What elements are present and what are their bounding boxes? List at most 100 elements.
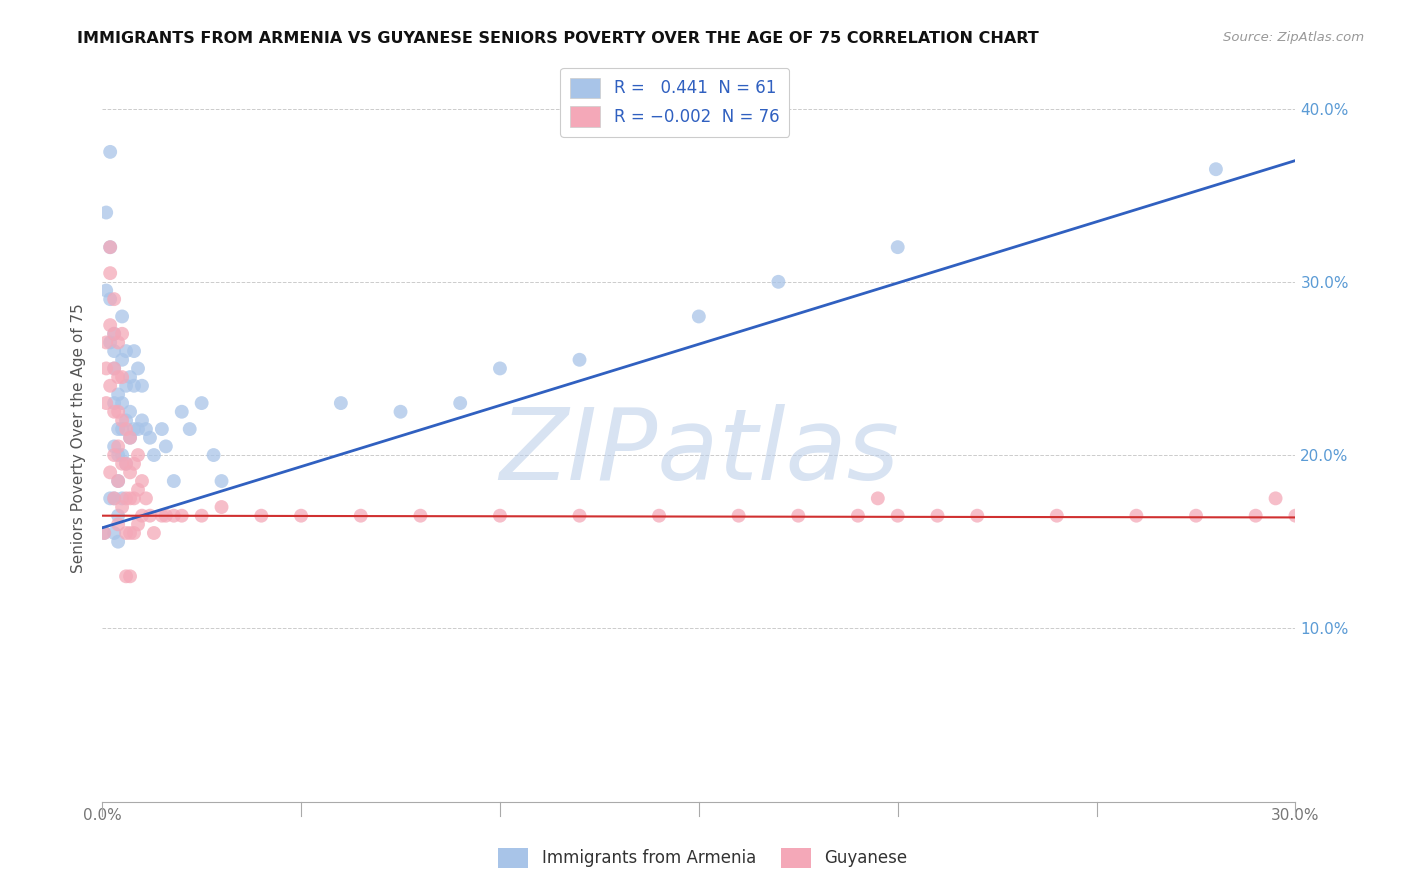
Point	[103, 448, 125, 462]
Point	[115, 413, 138, 427]
Point	[111, 310, 134, 324]
Point	[103, 326, 125, 341]
Point	[150, 508, 173, 523]
Point	[389, 405, 412, 419]
Point	[115, 378, 138, 392]
Point	[103, 361, 125, 376]
Point	[115, 457, 138, 471]
Point	[96, 396, 118, 410]
Point	[127, 361, 149, 376]
Point	[866, 491, 889, 506]
Point	[107, 370, 129, 384]
Point	[98, 318, 121, 332]
Point	[1284, 508, 1306, 523]
Point	[688, 310, 710, 324]
Point	[127, 422, 149, 436]
Point	[103, 344, 125, 359]
Point	[103, 292, 125, 306]
Point	[98, 378, 121, 392]
Point	[163, 508, 186, 523]
Point	[568, 352, 591, 367]
Point	[107, 422, 129, 436]
Point	[111, 500, 134, 514]
Point	[350, 508, 373, 523]
Point	[98, 466, 121, 480]
Point	[115, 344, 138, 359]
Point	[107, 474, 129, 488]
Point	[1264, 491, 1286, 506]
Point	[115, 569, 138, 583]
Point	[107, 508, 129, 523]
Point	[1125, 508, 1147, 523]
Point	[648, 508, 671, 523]
Point	[190, 396, 212, 410]
Point	[127, 448, 149, 462]
Point	[127, 483, 149, 497]
Point	[131, 474, 153, 488]
Point	[103, 396, 125, 410]
Point	[118, 466, 141, 480]
Point	[1244, 508, 1267, 523]
Point	[93, 526, 115, 541]
Point	[103, 405, 125, 419]
Point	[115, 526, 138, 541]
Point	[139, 508, 162, 523]
Point	[107, 335, 129, 350]
Point	[1185, 508, 1208, 523]
Point	[886, 240, 908, 254]
Point	[122, 457, 145, 471]
Point	[115, 422, 138, 436]
Point	[111, 457, 134, 471]
Point	[111, 370, 134, 384]
Legend: R =   0.441  N = 61, R = −0.002  N = 76: R = 0.441 N = 61, R = −0.002 N = 76	[561, 68, 789, 136]
Point	[111, 422, 134, 436]
Point	[449, 396, 471, 410]
Point	[111, 396, 134, 410]
Point	[122, 422, 145, 436]
Point	[190, 508, 212, 523]
Point	[96, 205, 118, 219]
Point	[107, 439, 129, 453]
Point	[96, 284, 118, 298]
Point	[163, 474, 186, 488]
Y-axis label: Seniors Poverty Over the Age of 75: Seniors Poverty Over the Age of 75	[72, 303, 86, 573]
Point	[135, 491, 157, 506]
Point	[787, 508, 810, 523]
Point	[202, 448, 225, 462]
Point	[250, 508, 273, 523]
Point	[290, 508, 312, 523]
Point	[122, 344, 145, 359]
Point	[211, 474, 233, 488]
Point	[103, 526, 125, 541]
Point	[1344, 508, 1367, 523]
Point	[111, 448, 134, 462]
Point	[179, 422, 201, 436]
Point	[111, 413, 134, 427]
Point	[966, 508, 988, 523]
Point	[122, 378, 145, 392]
Point	[103, 491, 125, 506]
Point	[103, 326, 125, 341]
Point	[107, 517, 129, 532]
Point	[142, 448, 165, 462]
Text: IMMIGRANTS FROM ARMENIA VS GUYANESE SENIORS POVERTY OVER THE AGE OF 75 CORRELATI: IMMIGRANTS FROM ARMENIA VS GUYANESE SENI…	[77, 31, 1039, 46]
Point	[139, 431, 162, 445]
Point	[118, 569, 141, 583]
Point	[1324, 508, 1347, 523]
Point	[98, 335, 121, 350]
Point	[118, 431, 141, 445]
Point	[98, 145, 121, 159]
Point	[150, 422, 173, 436]
Point	[211, 500, 233, 514]
Point	[1205, 162, 1227, 177]
Point	[118, 431, 141, 445]
Point	[103, 361, 125, 376]
Point	[107, 405, 129, 419]
Point	[131, 378, 153, 392]
Point	[111, 326, 134, 341]
Point	[103, 491, 125, 506]
Point	[115, 491, 138, 506]
Point	[142, 526, 165, 541]
Point	[98, 266, 121, 280]
Point	[103, 439, 125, 453]
